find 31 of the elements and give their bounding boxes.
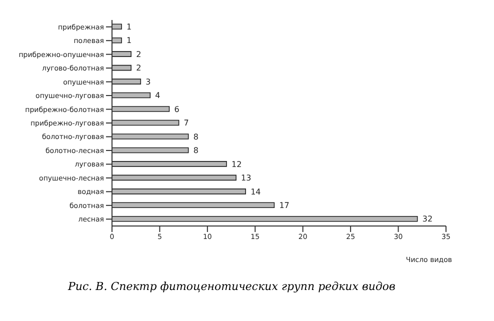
data-label: 2 — [136, 64, 142, 73]
data-label: 4 — [155, 91, 160, 100]
bar — [112, 174, 236, 181]
bar — [112, 106, 170, 112]
data-label: 32 — [422, 214, 433, 224]
text: Рис. В. Спектр фитоценотических групп редких видов — [68, 280, 396, 293]
data-label: 1 — [126, 36, 132, 46]
bar — [112, 120, 180, 126]
data-label: 1 — [126, 22, 132, 32]
data-label: 6 — [174, 104, 180, 114]
bar — [112, 37, 122, 44]
data-label: 8 — [193, 146, 198, 156]
data-label: 3 — [146, 77, 151, 86]
bar — [112, 161, 227, 167]
bar — [112, 216, 418, 222]
bar — [112, 64, 132, 71]
bar — [112, 134, 189, 140]
data-label: 12 — [232, 160, 242, 169]
bar — [112, 92, 151, 98]
data-label: 17 — [279, 200, 290, 210]
data-label: 13 — [241, 174, 252, 183]
data-label: 8 — [193, 132, 198, 142]
bar — [112, 51, 132, 57]
bar — [112, 147, 189, 154]
bar — [112, 188, 246, 194]
data-label: 14 — [250, 187, 261, 196]
data-label: 2 — [136, 50, 142, 59]
bar — [112, 24, 122, 30]
bar — [112, 202, 275, 208]
data-label: 7 — [184, 118, 189, 128]
bar — [112, 78, 142, 84]
